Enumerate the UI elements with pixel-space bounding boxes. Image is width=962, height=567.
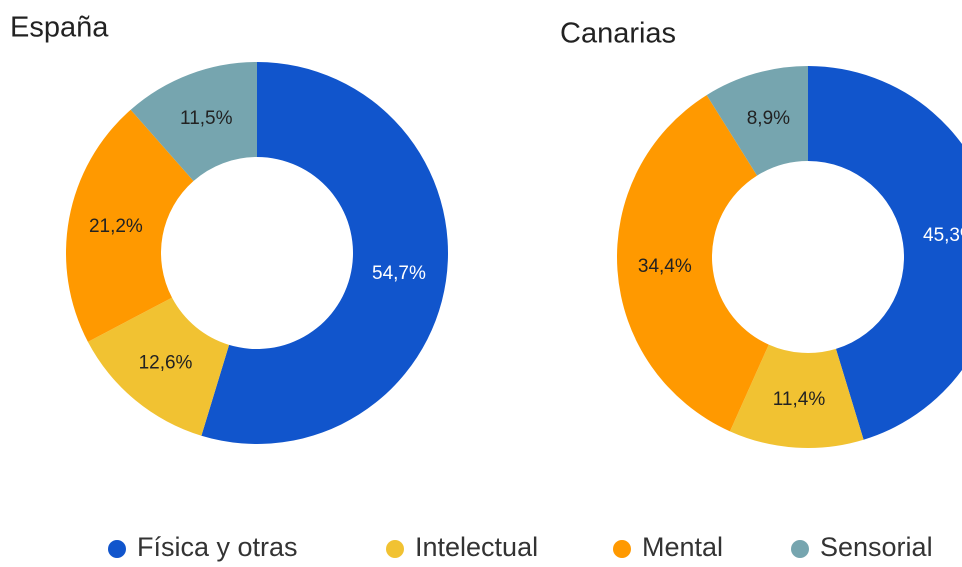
data-label: 11,4%	[773, 389, 826, 410]
chart-title: Canarias	[560, 18, 676, 50]
data-label: 21,2%	[89, 216, 143, 237]
donut-slice	[808, 66, 962, 440]
data-label: 34,4%	[638, 256, 692, 277]
data-label: 54,7%	[372, 263, 426, 284]
legend-marker	[791, 540, 809, 558]
donut-slice	[617, 95, 769, 432]
donut-slice	[65, 109, 194, 342]
donut-slice	[706, 66, 808, 176]
legend-marker	[108, 540, 126, 558]
data-label: 8,9%	[747, 108, 790, 129]
legend-label: Mental	[642, 532, 723, 562]
legend-marker	[386, 540, 404, 558]
legend-label: Intelectual	[415, 532, 538, 562]
legend-label: Sensorial	[820, 532, 933, 562]
donut-slice	[87, 297, 230, 436]
data-label: 11,5%	[180, 108, 233, 129]
donut-slice	[201, 62, 448, 445]
data-label: 45,3%	[923, 225, 962, 246]
legend-marker	[613, 540, 631, 558]
donut-slice	[729, 344, 864, 448]
chart-title: España	[10, 12, 109, 44]
data-label: 12,6%	[139, 353, 193, 374]
legend-label: Física y otras	[137, 532, 298, 562]
donut-slice	[130, 62, 257, 181]
